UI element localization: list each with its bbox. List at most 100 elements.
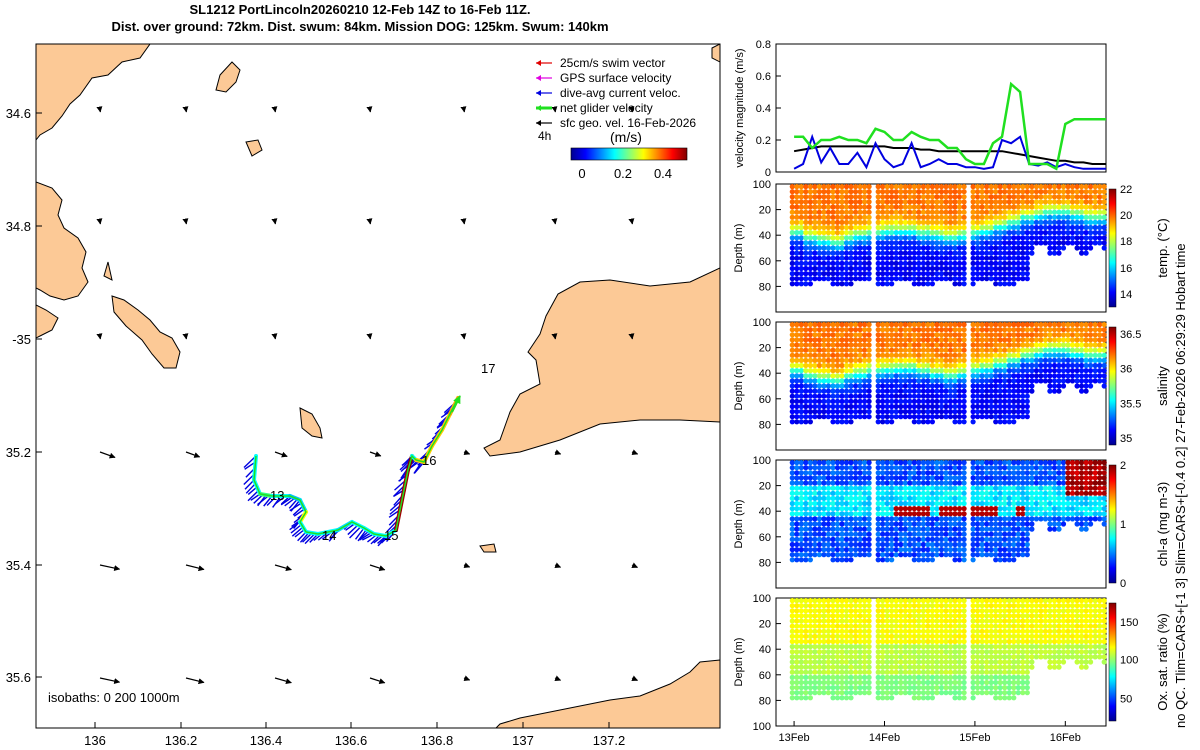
section-sample [1002,347,1008,353]
section-sample [880,224,886,231]
section-sample [934,480,940,486]
section-sample [1074,357,1080,363]
section-sample [875,240,881,246]
section-sample [938,465,945,471]
section-sample [866,276,872,282]
section-sample [952,557,958,563]
section-sample [1006,265,1012,272]
section-sample [1002,199,1008,205]
section-sample [907,679,913,686]
section-sample [1079,485,1085,491]
section-sample [988,623,994,629]
section-sample [789,552,795,558]
section-sample [1015,271,1021,277]
section-sample [821,552,827,558]
section-sample [830,204,836,210]
section-sample [834,623,841,629]
section-sample [1069,184,1076,190]
section-sample [1092,199,1098,205]
section-sample [812,337,818,343]
section-sample [970,230,976,236]
section-sample [920,547,927,553]
section-sample [1020,465,1026,471]
section-sample [843,281,850,287]
section-sample [1056,322,1062,328]
section-sample [794,368,800,374]
section-sample [1101,470,1107,476]
section-sample [853,659,859,665]
section-sample [1029,362,1035,369]
section-sample [1051,224,1058,231]
geostrophic-velocity-arrows [96,106,639,685]
section-sample [1020,475,1026,481]
section-sample [789,414,795,420]
section-sample [880,603,886,609]
section-sample [920,623,927,629]
section-sample [997,189,1003,195]
section-sample [925,209,931,215]
section-sample [848,516,854,522]
section-sample [1011,368,1017,374]
section-sample [1097,475,1103,481]
lon-tick-label: 136.4 [250,733,283,748]
section-sample [1002,209,1008,215]
section-sample [907,189,913,195]
section-sample [938,224,945,231]
section-sample [934,276,940,282]
section-sample [1079,378,1085,384]
section-sample [907,184,913,190]
section-sample [843,332,850,338]
section-sample [975,347,981,353]
section-sample [848,495,854,501]
section-sample [993,628,999,634]
section-sample [834,654,841,660]
section-sample [893,240,899,246]
section-sample [970,362,976,369]
section-sample [1060,357,1067,363]
section-sample [943,357,949,363]
section-sample [875,271,881,277]
section-sample [839,398,845,404]
section-sample [880,690,886,696]
section-sample [1083,485,1089,491]
section-sample [889,490,895,496]
section-sample [1029,235,1035,241]
section-sample [997,470,1003,476]
section-sample [1006,511,1012,517]
section-sample [889,649,895,655]
section-sample [961,516,967,522]
section-sample [988,679,994,686]
section-sample [975,633,981,640]
section-sample [979,690,985,696]
section-sample [862,199,868,205]
section-sample [929,214,936,220]
section-sample [1024,490,1030,496]
section-sample [866,357,872,363]
section-sample [1088,490,1094,496]
section-sample [1092,204,1098,210]
section-sample [1024,219,1030,225]
section-sample [848,552,854,558]
section-sample [984,633,990,640]
legend-swatch-head [536,60,541,66]
section-sample [993,265,999,272]
section-sample [1002,276,1008,282]
section-sample [952,460,958,466]
section-sample [866,480,872,486]
section-sample [1024,337,1030,343]
section-sample [1020,495,1026,501]
section-sample [803,690,809,696]
section-sample [1024,608,1030,614]
section-sample [839,271,845,277]
section-sample [1011,235,1017,241]
section-sample [911,260,917,266]
depth-tick-label: 20 [759,205,771,217]
section-sample [1060,475,1067,481]
section-sample [956,414,963,420]
section-sample [825,674,832,681]
section-sample [830,613,836,619]
section-sample [975,398,981,404]
colorbar-tick-label: 0.4 [654,166,672,181]
section-sample [830,541,836,548]
